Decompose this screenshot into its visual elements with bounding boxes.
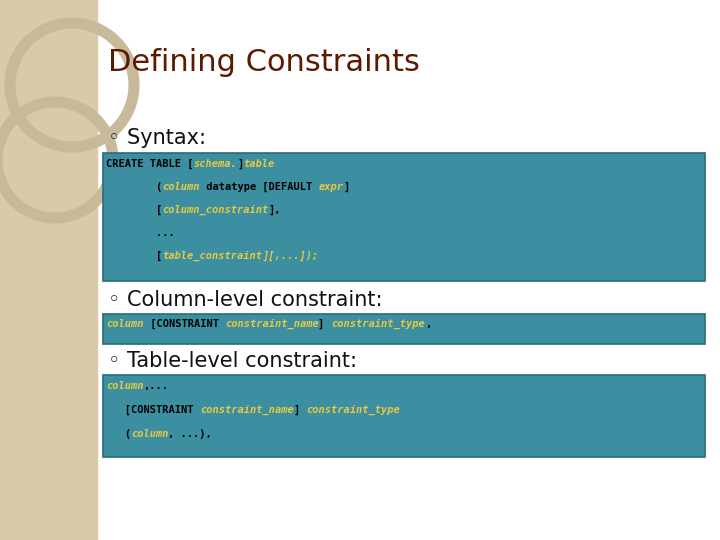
Text: constraint_name: constraint_name bbox=[225, 319, 318, 329]
Text: [: [ bbox=[106, 251, 162, 261]
Text: ]: ] bbox=[238, 159, 243, 169]
Text: [CONSTRAINT: [CONSTRAINT bbox=[106, 405, 199, 415]
Text: ]: ] bbox=[318, 319, 331, 329]
Bar bbox=[0, 0, 97, 540]
Text: table: table bbox=[243, 159, 275, 169]
Text: column: column bbox=[106, 319, 143, 329]
Text: ],: ], bbox=[269, 205, 281, 215]
Text: CREATE TABLE [: CREATE TABLE [ bbox=[106, 159, 194, 169]
Text: [: [ bbox=[106, 205, 162, 215]
Text: ][,...]);: ][,...]); bbox=[262, 251, 318, 261]
Bar bbox=[103, 314, 705, 344]
Text: constraint_name: constraint_name bbox=[199, 405, 294, 415]
Text: [CONSTRAINT: [CONSTRAINT bbox=[143, 319, 225, 329]
Text: ◦ Column-level constraint:: ◦ Column-level constraint: bbox=[108, 290, 382, 310]
Text: ...: ... bbox=[106, 228, 175, 238]
Text: ,...: ,... bbox=[143, 381, 168, 391]
Bar bbox=[103, 153, 705, 281]
Text: ,: , bbox=[425, 319, 431, 329]
Text: ◦ Syntax:: ◦ Syntax: bbox=[108, 128, 206, 148]
Text: datatype: datatype bbox=[199, 182, 256, 192]
Text: column: column bbox=[162, 182, 199, 192]
Text: (: ( bbox=[106, 429, 131, 439]
Text: column: column bbox=[106, 381, 143, 391]
Text: schema.: schema. bbox=[194, 159, 238, 169]
Text: Defining Constraints: Defining Constraints bbox=[108, 48, 420, 77]
Text: constraint_type: constraint_type bbox=[331, 319, 425, 329]
Text: ◦ Table-level constraint:: ◦ Table-level constraint: bbox=[108, 351, 357, 371]
Text: column_constraint: column_constraint bbox=[162, 205, 269, 215]
Text: , ...),: , ...), bbox=[168, 429, 212, 439]
Text: table_constraint: table_constraint bbox=[162, 251, 262, 261]
Text: ]: ] bbox=[294, 405, 306, 415]
Text: expr: expr bbox=[318, 182, 343, 192]
Text: [DEFAULT: [DEFAULT bbox=[256, 182, 318, 192]
Text: column: column bbox=[131, 429, 168, 439]
Text: ]: ] bbox=[343, 182, 350, 192]
Text: constraint_type: constraint_type bbox=[306, 405, 400, 415]
Text: (: ( bbox=[106, 182, 162, 192]
Bar bbox=[103, 375, 705, 457]
